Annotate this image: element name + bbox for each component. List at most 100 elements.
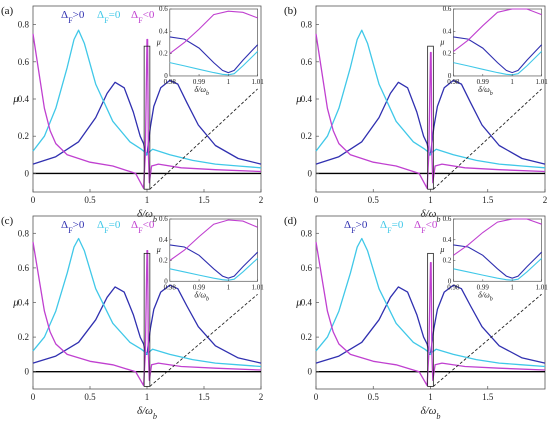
inset-y-tick-label: 0.4: [159, 236, 168, 244]
inset-y-tick-label: 0.6: [159, 215, 168, 223]
inset-y-tick-label: 0.6: [159, 5, 168, 13]
zoom-box: [143, 252, 151, 387]
inset-x-tick-label: 0.99: [477, 78, 490, 86]
y-tick-label: 0.8: [301, 20, 313, 30]
inset-x-tick-label: 1.01: [251, 78, 264, 86]
inset-y-tick-label: 0.2: [159, 50, 168, 58]
inset-y-tick-label: 0.2: [443, 50, 452, 58]
x-tick-label: 0: [314, 195, 319, 205]
inset-series-line-0: [453, 36, 543, 74]
inset-x-tick-label: 0.99: [193, 283, 206, 291]
x-tick-label: 2: [543, 195, 548, 205]
y-tick-label: 0: [308, 367, 313, 377]
panel-label: (d): [284, 215, 297, 227]
series-line-1: [32, 29, 262, 169]
inset-frame: [453, 8, 542, 77]
panel-label: (c): [1, 215, 14, 227]
y-tick-label: 0.6: [18, 57, 30, 67]
x-tick-label: 0.5: [84, 195, 96, 205]
legend-entry-0: ΔF>0: [344, 219, 368, 235]
y-tick-label: 0.6: [301, 57, 313, 67]
zoom-connector: [433, 293, 542, 387]
inset-y-tick-label: 0: [448, 72, 452, 80]
inset-series-line-2: [453, 218, 542, 256]
x-tick-label: 0: [31, 195, 36, 205]
x-tick-label: 2: [259, 392, 264, 402]
panel-a: 0 0.5 1 1.5 2 0 0.2 0.4 0.6 0.8 δ/ωb μ (a) 0.98 0.99 1 1…: [1, 5, 264, 224]
inset-series-line-0: [169, 36, 259, 74]
x-axis-label: δ/ωb: [420, 208, 440, 224]
x-tick-label: 0.5: [84, 392, 96, 402]
y-tick-label: 0.6: [18, 263, 30, 273]
inset-y-tick-label: 0.6: [443, 5, 452, 13]
x-tick-label: 0.5: [368, 392, 380, 402]
inset-y-axis-label: μ: [156, 37, 161, 46]
y-tick-label: 0.2: [301, 332, 312, 342]
y-tick-label: 0.8: [301, 228, 313, 238]
legend-entry-1: ΔF=0: [380, 219, 404, 235]
x-axis-label: δ/ωb: [420, 405, 440, 421]
panel-label: (a): [1, 5, 14, 17]
x-tick-label: 1.5: [482, 195, 494, 205]
inset-x-axis-label: δ/ωb: [478, 290, 493, 302]
series-line-1: [315, 237, 546, 368]
panel-d: 0 0.5 1 1.5 0 0.2 0.4 0.6 0.8 δ/ωb μ (d) 0.98 0.99 1 1.…: [284, 215, 548, 421]
inset-x-tick-label: 0.98: [164, 283, 177, 291]
inset-x-axis-label: δ/ωb: [194, 85, 209, 97]
inset-series-line-1: [169, 257, 258, 281]
inset-series-line-2: [169, 10, 258, 55]
y-tick-label: 0.4: [18, 298, 30, 308]
zoom-connector: [433, 88, 542, 190]
inset-x-tick-label: 1: [227, 283, 231, 291]
y-tick-label: 0.2: [18, 131, 29, 141]
inset-y-tick-label: 0.6: [443, 215, 452, 223]
inset-x-tick-label: 1: [510, 78, 514, 86]
zoom-box: [427, 45, 434, 190]
y-tick-label: 0.4: [301, 298, 313, 308]
inset-y-tick-label: 0.4: [443, 27, 452, 35]
inset-x-tick-label: 1: [227, 78, 231, 86]
x-tick-label: 1: [145, 392, 150, 402]
y-axis-label: μ: [295, 297, 302, 309]
legend-entry-2: ΔF<0: [414, 219, 438, 235]
zoom-connector: [149, 88, 258, 190]
x-tick-label: 2: [259, 195, 264, 205]
y-axis-label: μ: [12, 297, 19, 309]
y-tick-label: 0.6: [301, 263, 313, 273]
inset-y-tick-label: 0: [164, 72, 168, 80]
series-line-1: [315, 29, 546, 169]
inset-series-line-2: [169, 219, 258, 261]
inset-y-axis-label: μ: [439, 37, 444, 46]
inset-series-line-1: [169, 51, 258, 76]
panel-c: 0 0.5 1 1.5 2 0 0.2 0.4 0.6 0.8 δ/ωb μ (c) 0.98 0.99 1 1…: [1, 215, 264, 421]
inset-x-tick-label: 1: [510, 283, 514, 291]
legend-entry-0: ΔF>0: [61, 9, 85, 25]
inset-y-tick-label: 0: [448, 277, 452, 285]
inset-y-tick-label: 0.4: [159, 27, 168, 35]
inset-series-line-1: [453, 51, 542, 76]
legend-entry-1: ΔF=0: [97, 9, 121, 25]
x-tick-label: 1: [145, 195, 150, 205]
x-tick-label: 1.5: [198, 392, 210, 402]
y-tick-label: 0.8: [18, 20, 30, 30]
inset-x-tick-label: 0.98: [164, 78, 177, 86]
y-tick-label: 0.2: [18, 332, 29, 342]
x-tick-label: 0.5: [368, 195, 380, 205]
inset-x-tick-label: 0.99: [193, 78, 206, 86]
inset-x-tick-label: 0.98: [447, 78, 460, 86]
legend-entry-2: ΔF<0: [131, 9, 155, 25]
inset-y-axis-label: μ: [439, 245, 444, 254]
inset-series-line-1: [453, 257, 542, 281]
series-line-1: [32, 237, 262, 368]
y-tick-label: 0: [25, 367, 30, 377]
y-tick-label: 0: [308, 168, 313, 178]
zoom-connector: [149, 293, 258, 387]
x-tick-label: 1.5: [482, 392, 494, 402]
panel-label: (b): [284, 5, 297, 17]
inset-x-axis-label: δ/ωb: [478, 85, 493, 97]
y-tick-label: 0.2: [301, 131, 312, 141]
legend-entry-1: ΔF=0: [97, 219, 121, 235]
inset-y-tick-label: 0: [164, 277, 168, 285]
series-line-0: [315, 79, 546, 165]
inset-frame: [453, 218, 542, 282]
